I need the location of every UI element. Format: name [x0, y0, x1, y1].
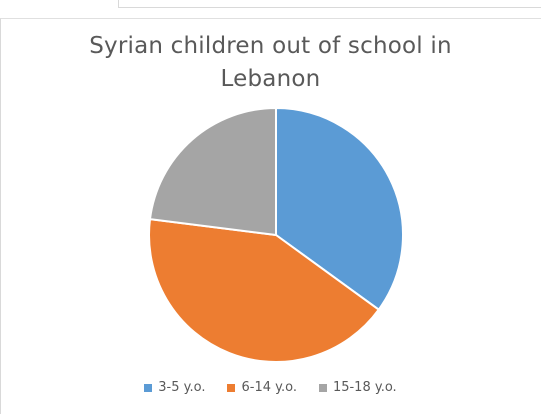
legend-swatch — [227, 383, 236, 392]
legend-swatch — [318, 383, 327, 392]
adjacent-frame-edge — [118, 0, 541, 8]
slice-3-5[interactable] — [275, 106, 404, 312]
legend-label: 6-14 y.o. — [241, 380, 297, 395]
legend-item-6-14[interactable]: 6-14 y.o. — [227, 380, 297, 395]
legend-item-15-18[interactable]: 15-18 y.o. — [318, 380, 397, 395]
chart-title-line-1: Syrian children out of school in — [89, 33, 452, 59]
legend-label: 3-5 y.o. — [158, 380, 206, 395]
legend-label: 15-18 y.o. — [332, 380, 397, 395]
chart-title-line-2: Lebanon — [220, 66, 321, 92]
slice-15-18[interactable] — [148, 106, 277, 237]
chart-legend: 3-5 y.o. 6-14 y.o. 15-18 y.o. — [0, 380, 541, 395]
legend-swatch — [144, 383, 153, 392]
slice-6-14[interactable] — [148, 217, 381, 363]
legend-item-3-5[interactable]: 3-5 y.o. — [144, 380, 205, 395]
chart-title: Syrian children out of school in Lebanon — [0, 30, 541, 96]
